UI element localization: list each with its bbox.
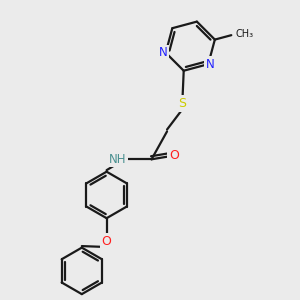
Text: NH: NH — [109, 153, 126, 166]
Text: S: S — [178, 97, 187, 110]
Text: N: N — [159, 46, 168, 59]
Text: O: O — [102, 235, 112, 248]
Text: N: N — [206, 58, 214, 70]
Text: O: O — [169, 149, 179, 162]
Text: CH₃: CH₃ — [235, 28, 253, 39]
